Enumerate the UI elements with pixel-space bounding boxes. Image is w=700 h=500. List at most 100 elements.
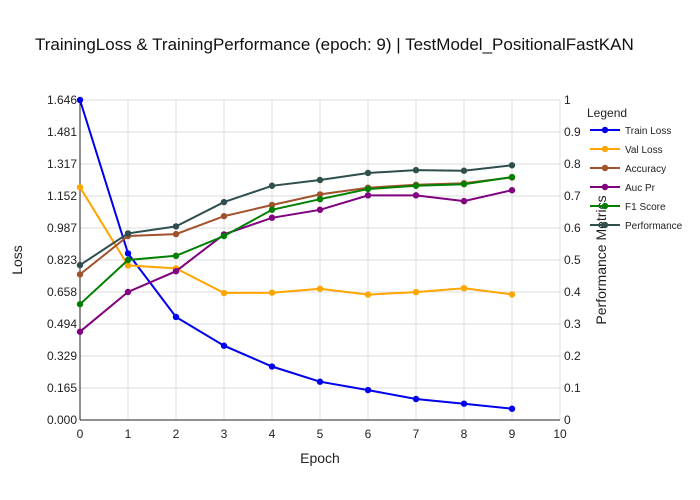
- legend-item-accuracy[interactable]: Accuracy: [590, 164, 666, 175]
- data-point-val-loss: [364, 291, 372, 298]
- data-point-accuracy: [172, 230, 180, 238]
- legend-label: Auc Pr: [625, 183, 656, 194]
- x-tick-label: 2: [173, 427, 180, 441]
- data-point-performance: [220, 198, 228, 206]
- y-left-tick-label: 1.646: [47, 93, 77, 107]
- y-left-tick-label: 1.317: [47, 157, 77, 171]
- x-tick-label: 4: [269, 427, 276, 441]
- series-line-auc-pr: [79, 189, 513, 333]
- legend-swatch-marker: [601, 145, 609, 153]
- y-right-tick-label: 0.5: [564, 253, 581, 267]
- data-point-f1-score: [364, 185, 372, 193]
- data-point-f1-score: [460, 180, 468, 188]
- y-axis-left-title: Loss: [9, 245, 25, 275]
- data-point-performance: [76, 261, 84, 269]
- data-point-train-loss: [220, 342, 228, 349]
- data-point-train-loss: [460, 400, 468, 407]
- x-tick-label: 7: [413, 427, 420, 441]
- y-right-tick-label: 0.8: [564, 157, 581, 171]
- y-axis-right-title: Performance Metrics: [593, 195, 609, 324]
- legend-title: Legend: [587, 106, 627, 120]
- series-performance: [76, 162, 516, 269]
- legend-swatch-marker: [601, 202, 609, 210]
- x-tick-label: 5: [317, 427, 324, 441]
- data-point-val-loss: [508, 291, 516, 298]
- y-left-tick-label: 0.823: [47, 253, 77, 267]
- data-point-performance: [364, 169, 372, 177]
- data-point-train-loss: [508, 405, 516, 412]
- y-right-tick-label: 0.1: [564, 381, 581, 395]
- chart-title: TrainingLoss & TrainingPerformance (epoc…: [35, 35, 634, 54]
- data-point-f1-score: [316, 196, 324, 203]
- data-point-performance: [316, 176, 324, 184]
- data-point-accuracy: [316, 191, 324, 198]
- data-point-val-loss: [412, 288, 420, 296]
- y-right-tick-label: 0.7: [564, 189, 581, 203]
- data-point-accuracy: [268, 201, 276, 209]
- legend-label: Accuracy: [625, 164, 666, 175]
- series-line-f1-score: [79, 176, 513, 305]
- legend-swatch-marker: [601, 126, 609, 134]
- legend-item-val-loss[interactable]: Val Loss: [590, 145, 663, 156]
- y-right-tick-label: 0.3: [564, 317, 581, 331]
- legend-item-performance[interactable]: Performance: [590, 221, 683, 232]
- data-point-accuracy: [220, 212, 228, 220]
- data-point-auc-pr: [364, 192, 372, 199]
- data-point-auc-pr: [508, 187, 516, 194]
- x-tick-label: 3: [221, 427, 228, 441]
- data-point-val-loss: [220, 289, 228, 297]
- series-layer: [76, 96, 516, 412]
- y-left-tick-label: 0.329: [47, 349, 77, 363]
- legend-swatch-marker: [601, 164, 609, 172]
- y-left-tick-label: 0.494: [47, 317, 77, 331]
- legend-item-train-loss[interactable]: Train Loss: [590, 126, 671, 137]
- x-tick-label: 6: [365, 427, 372, 441]
- data-point-auc-pr: [316, 206, 324, 213]
- data-point-train-loss: [124, 250, 132, 257]
- legend-item-auc-pr[interactable]: Auc Pr: [590, 183, 656, 194]
- data-point-performance: [124, 230, 132, 237]
- data-point-auc-pr: [412, 192, 420, 199]
- y-left-tick-label: 0.658: [47, 285, 77, 299]
- x-tick-label: 1: [125, 427, 132, 441]
- y-right-tick-label: 1: [564, 93, 571, 107]
- legend-label: F1 Score: [625, 202, 666, 213]
- data-point-f1-score: [268, 206, 276, 213]
- data-point-val-loss: [124, 262, 132, 269]
- data-point-train-loss: [316, 378, 324, 385]
- series-auc-pr: [76, 187, 516, 335]
- series-line-train-loss: [79, 99, 513, 410]
- data-point-f1-score: [220, 232, 228, 240]
- x-tick-label: 8: [461, 427, 468, 441]
- x-tick-label: 9: [509, 427, 516, 441]
- data-point-auc-pr: [76, 328, 84, 335]
- data-point-auc-pr: [172, 268, 180, 275]
- data-point-train-loss: [364, 386, 372, 394]
- data-point-auc-pr: [268, 214, 276, 221]
- data-point-accuracy: [76, 271, 84, 278]
- data-point-train-loss: [172, 313, 180, 321]
- data-point-train-loss: [76, 96, 84, 104]
- y-left-tick-label: 0.000: [47, 413, 77, 427]
- y-right-tick-label: 0.9: [564, 125, 581, 139]
- y-left-tick-label: 0.165: [47, 381, 77, 395]
- y-right-tick-label: 0: [564, 413, 571, 427]
- data-point-performance: [268, 182, 276, 189]
- x-tick-label: 10: [553, 427, 567, 441]
- legend-item-f1-score[interactable]: F1 Score: [590, 202, 666, 213]
- data-point-performance: [508, 162, 516, 169]
- data-point-train-loss: [412, 395, 420, 403]
- data-point-f1-score: [412, 182, 420, 189]
- legend: Legend Train Loss Val Loss Accuracy Auc Pr F…: [587, 106, 683, 232]
- data-point-f1-score: [172, 252, 180, 260]
- y-left-tick-label: 1.152: [47, 189, 77, 203]
- y-left-tick-label: 0.987: [47, 221, 77, 235]
- x-axis-title: Epoch: [300, 450, 340, 466]
- series-line-val-loss: [79, 186, 513, 296]
- x-tick-label: 0: [77, 427, 84, 441]
- legend-swatch-marker: [601, 183, 609, 191]
- y-right-tick-label: 0.2: [564, 349, 581, 363]
- data-point-performance: [172, 223, 180, 230]
- legend-label: Val Loss: [625, 145, 663, 156]
